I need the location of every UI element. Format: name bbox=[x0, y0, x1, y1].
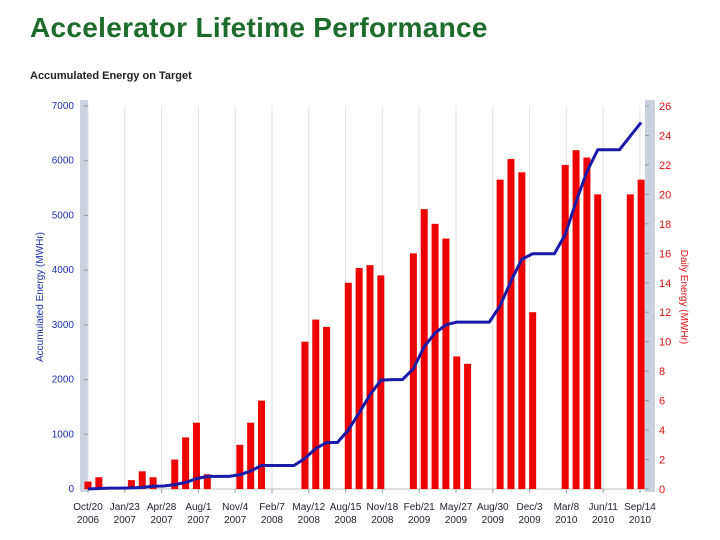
y-tick-label: 0 bbox=[68, 484, 74, 495]
bar bbox=[171, 459, 179, 489]
y2-tick-label: 24 bbox=[659, 130, 671, 142]
y-tick-label: 4000 bbox=[52, 265, 75, 276]
bar bbox=[529, 312, 537, 489]
bar bbox=[312, 319, 320, 489]
y2-tick-label: 16 bbox=[659, 248, 671, 260]
y2-tick-label: 12 bbox=[659, 307, 671, 319]
y-tick-label: 3000 bbox=[52, 320, 75, 331]
chart-subtitle: Accumulated Energy on Target bbox=[30, 70, 192, 82]
x-tick-label: May/12 2008 bbox=[292, 502, 326, 526]
bar bbox=[409, 253, 417, 489]
bar bbox=[366, 265, 374, 489]
y2-tick-label: 26 bbox=[659, 101, 671, 113]
bar bbox=[464, 363, 472, 489]
page-title: Accelerator Lifetime Performance bbox=[30, 12, 488, 43]
y-tick-label: 1000 bbox=[52, 429, 75, 440]
x-tick-label: Oct/20 2006 bbox=[73, 502, 103, 526]
bar bbox=[236, 444, 244, 489]
y2-tick-label: 18 bbox=[659, 219, 671, 231]
bar bbox=[95, 477, 103, 489]
bar bbox=[572, 150, 580, 489]
x-tick-label: Aug/1 2007 bbox=[185, 502, 212, 526]
y-tick-label: 2000 bbox=[52, 375, 75, 386]
bar bbox=[561, 164, 569, 489]
plot-band bbox=[80, 100, 88, 492]
bar bbox=[247, 422, 255, 489]
x-tick-label: Nov/18 2008 bbox=[366, 502, 399, 526]
bar bbox=[138, 471, 146, 489]
y2-axis-title: Daily Energy (MWHr) bbox=[678, 250, 689, 344]
bar bbox=[431, 223, 439, 489]
bar bbox=[149, 477, 157, 489]
y-tick-label: 6000 bbox=[52, 156, 75, 167]
bar bbox=[442, 238, 450, 489]
bar bbox=[518, 172, 526, 490]
plot-band bbox=[645, 100, 655, 492]
y2-tick-label: 10 bbox=[659, 337, 671, 349]
bar bbox=[594, 194, 602, 489]
y-tick-label: 7000 bbox=[52, 101, 75, 112]
x-tick-label: Nov/4 2007 bbox=[222, 502, 249, 526]
bar bbox=[344, 282, 352, 489]
y-tick-label: 5000 bbox=[52, 210, 75, 221]
y2-tick-label: 22 bbox=[659, 160, 671, 172]
x-tick-label: Apr/28 2007 bbox=[146, 502, 177, 526]
y2-tick-label: 6 bbox=[659, 396, 665, 408]
line bbox=[87, 121, 643, 491]
bar bbox=[453, 356, 461, 489]
y2-tick-label: 20 bbox=[659, 189, 671, 201]
bar bbox=[496, 179, 504, 489]
x-tick-label: Sep/14 2010 bbox=[624, 502, 656, 526]
y2-tick-label: 0 bbox=[659, 484, 665, 496]
x-tick-label: Mar/8 2010 bbox=[553, 502, 580, 526]
bar bbox=[84, 481, 92, 489]
bar bbox=[192, 422, 200, 489]
bar bbox=[626, 194, 634, 489]
bar bbox=[182, 437, 190, 489]
x-tick-label: Feb/7 2008 bbox=[259, 502, 285, 526]
y2-tick-label: 4 bbox=[659, 425, 665, 437]
x-tick-label: Jun/11 2010 bbox=[588, 502, 618, 526]
x-tick-label: Feb/21 2009 bbox=[403, 502, 435, 526]
x-tick-label: Dec/3 2009 bbox=[516, 502, 543, 526]
bar bbox=[323, 326, 331, 489]
bar bbox=[507, 159, 515, 489]
y2-tick-label: 8 bbox=[659, 366, 665, 378]
y2-tick-label: 14 bbox=[659, 278, 671, 290]
bar bbox=[301, 341, 309, 489]
bar bbox=[583, 157, 591, 490]
y-axis-title: Accumulated Energy (MWHr) bbox=[35, 232, 46, 362]
x-tick-label: May/27 2009 bbox=[439, 502, 473, 526]
y2-tick-label: 2 bbox=[659, 455, 665, 467]
bar bbox=[203, 474, 211, 489]
x-tick-label: Aug/15 2008 bbox=[329, 502, 362, 526]
bar bbox=[355, 268, 363, 489]
x-tick-label: Aug/30 2009 bbox=[476, 502, 509, 526]
x-tick-label: Jan/23 2007 bbox=[109, 502, 140, 526]
bar bbox=[127, 480, 135, 489]
bar bbox=[258, 400, 266, 489]
bar bbox=[637, 179, 645, 489]
